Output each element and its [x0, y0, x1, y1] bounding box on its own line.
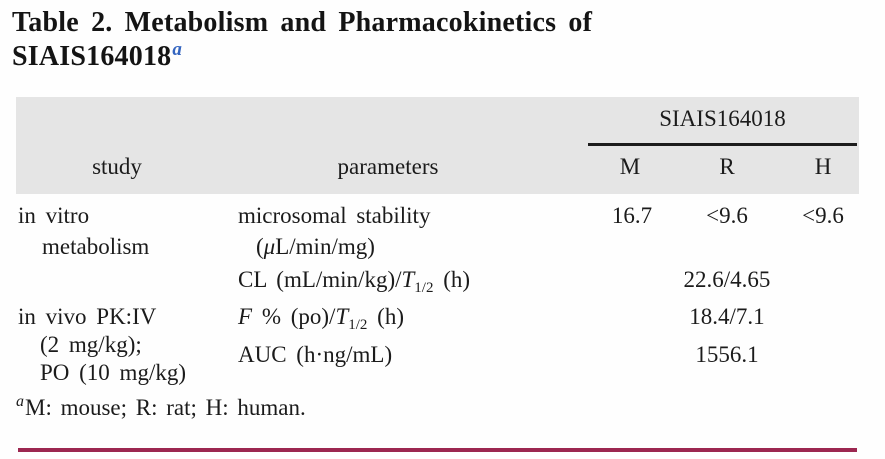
t-subscript: 1/2 [348, 317, 368, 333]
value-microsomal-mouse: 16.7 [611, 203, 653, 228]
param-cell-auc: AUC (h·ng/mL) [238, 342, 393, 367]
param-cell-microsomal-stability: microsomal stability [238, 203, 431, 228]
value-microsomal-human: <9.6 [802, 203, 844, 228]
param-cell-cl-halflife: CL (mL/min/kg)/T1/2 (h) [238, 266, 471, 296]
spanner-label-compound: SIAIS164018 [659, 106, 786, 131]
t-subscript: 1/2 [414, 280, 434, 296]
column-header-rat: R [719, 154, 735, 179]
value-auc: 1556.1 [695, 342, 759, 367]
param-cell-f-halflife: F % (po)/T1/2 (h) [238, 303, 404, 333]
column-header-parameters: parameters [337, 154, 439, 179]
f-suffix: (h) [367, 304, 404, 329]
title-footnote-marker: a [172, 38, 183, 60]
f-mid: % (po)/ [252, 304, 336, 329]
column-header-mouse: M [619, 154, 641, 179]
value-microsomal-rat: <9.6 [706, 203, 748, 228]
table-title-compound: SIAIS164018 [12, 41, 172, 72]
value-cl-halflife: 22.6/4.65 [683, 267, 771, 292]
study-cell-in-vitro-line2: metabolism [42, 234, 150, 259]
f-symbol: F [238, 304, 253, 329]
column-header-human: H [814, 154, 832, 179]
cl-suffix: (h) [433, 267, 471, 292]
mu-symbol: μ [263, 234, 276, 259]
table-title-line1: Table 2. Metabolism and Pharmacokinetics… [12, 7, 593, 38]
param-cell-microsomal-units: (μL/min/mg) [256, 233, 375, 261]
table-title-line2: SIAIS164018a [12, 40, 182, 74]
study-cell-in-vivo-line2: (2 mg/kg); [40, 332, 142, 357]
spanner-rule [588, 143, 857, 146]
footnote-marker: a [16, 393, 24, 411]
paren-open: ( [256, 234, 264, 259]
study-cell-in-vivo-line3: PO (10 mg/kg) [40, 360, 186, 385]
study-cell-in-vivo-line1: in vivo PK:IV [18, 304, 157, 329]
t-symbol: T [335, 304, 349, 329]
table-footnote: aM: mouse; R: rat; H: human. [16, 393, 306, 421]
t-symbol: T [401, 267, 415, 292]
footnote-text: M: mouse; R: rat; H: human. [25, 395, 306, 420]
column-header-study: study [92, 154, 142, 179]
value-f-halflife: 18.4/7.1 [689, 304, 765, 329]
cl-prefix: CL (mL/min/kg)/ [238, 267, 402, 292]
study-cell-in-vitro-line1: in vitro [18, 203, 90, 228]
bottom-rule [18, 448, 857, 452]
units-rest: L/min/mg) [275, 234, 375, 259]
